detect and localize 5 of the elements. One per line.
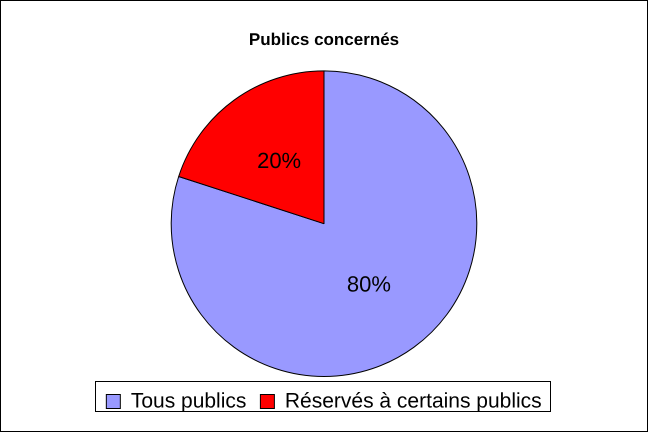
legend-label: Tous publics (130, 389, 246, 412)
legend-label: Réservés à certains publics (284, 389, 542, 412)
data-label: 80% (346, 272, 391, 297)
chart-title: Publics concernés (248, 30, 400, 49)
data-label: 20% (257, 148, 302, 173)
